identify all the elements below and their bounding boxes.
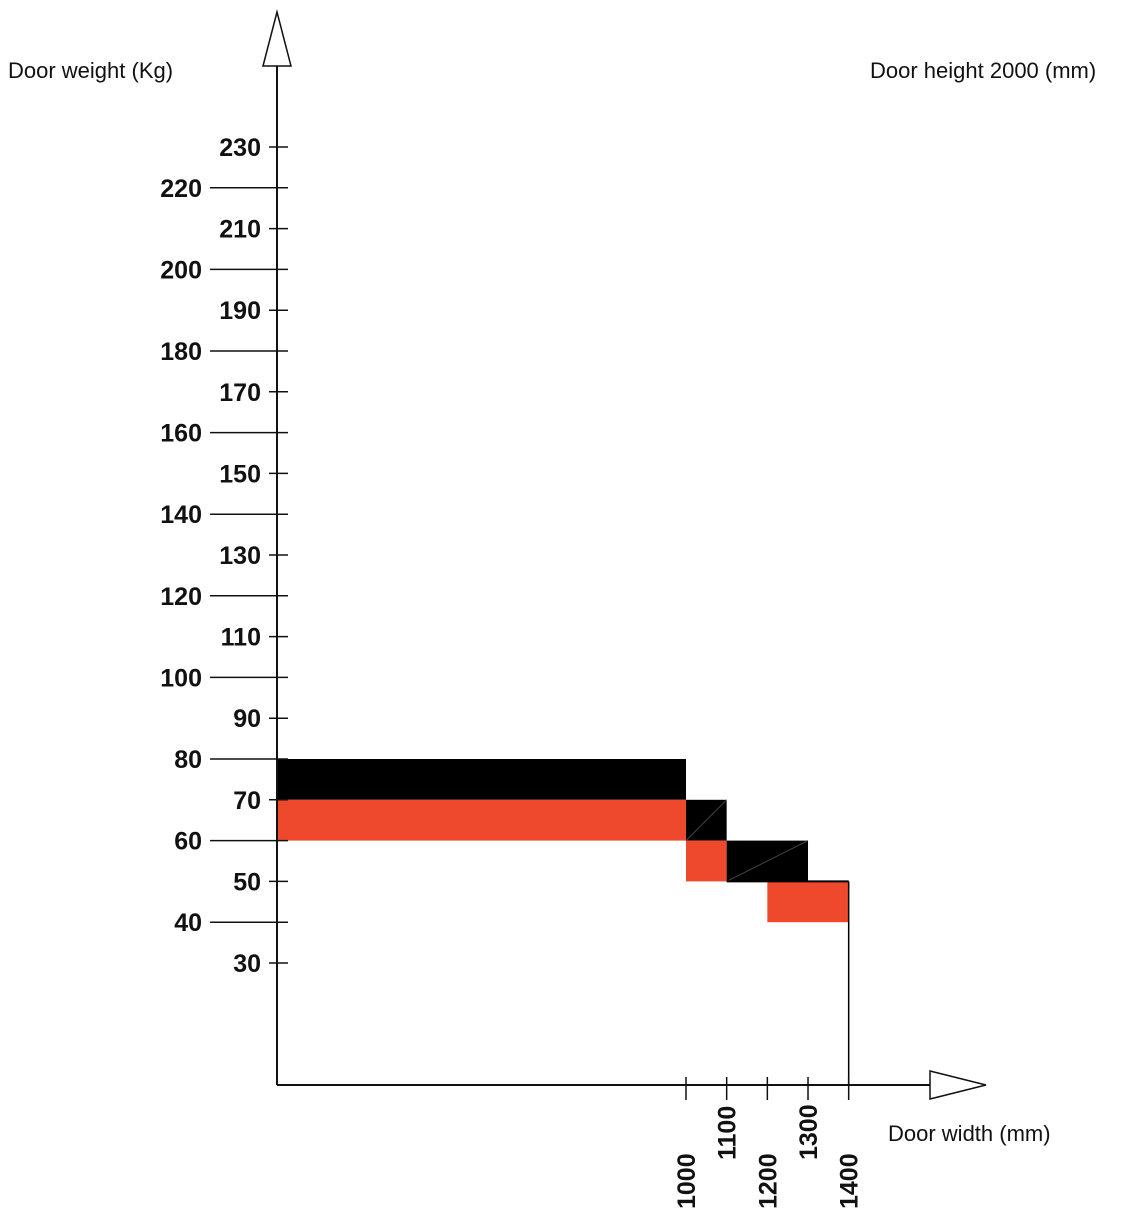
- y-tick-label-130: 130: [219, 542, 261, 570]
- y-tick-label-110: 110: [221, 624, 261, 652]
- region-hairline: [726, 840, 809, 882]
- y-tick-label-100: 100: [160, 664, 202, 692]
- y-tick-label-210: 210: [219, 216, 261, 244]
- x-axis-ticks: 1000 1100 1200 1300 1400: [673, 1077, 864, 1209]
- y-axis-ticks: 30 40 50 60 70 80 90 100 110 120 130 140 150 160 170 18…: [160, 134, 288, 978]
- height-annotation: Door height 2000 (mm): [870, 58, 1096, 83]
- x-tick-label-1100: 1100: [714, 1106, 742, 1160]
- x-tick-label-1000: 1000: [673, 1153, 701, 1209]
- y-tick-label-170: 170: [219, 379, 261, 407]
- x-axis-arrow: [929, 1070, 987, 1100]
- y-tick-label-230: 230: [219, 134, 261, 162]
- weight-regions: [277, 759, 850, 1085]
- x-axis-label: Door width (mm): [888, 1121, 1051, 1146]
- y-tick-label-160: 160: [160, 420, 202, 448]
- y-tick-label-180: 180: [160, 338, 202, 366]
- x-tick-label-1400: 1400: [836, 1153, 864, 1209]
- y-tick-label-190: 190: [219, 297, 261, 325]
- region-red-1: [277, 799, 686, 841]
- y-tick-label-120: 120: [160, 583, 202, 611]
- y-tick-label-50: 50: [233, 868, 261, 896]
- y-tick-label-30: 30: [233, 950, 261, 978]
- y-axis-arrow: [262, 9, 292, 67]
- y-axis-label: Door weight (Kg): [8, 58, 173, 83]
- y-tick-label-150: 150: [219, 460, 261, 488]
- y-tick-label-200: 200: [160, 256, 202, 284]
- y-tick-label-220: 220: [160, 175, 202, 203]
- region-black-0: [277, 759, 686, 800]
- axes: [262, 9, 987, 1100]
- region-red-3: [686, 840, 727, 882]
- region-hairline: [685, 799, 728, 841]
- x-tick-label-1200: 1200: [754, 1153, 782, 1209]
- y-tick-label-60: 60: [174, 828, 202, 856]
- y-tick-label-140: 140: [160, 501, 202, 529]
- y-tick-label-90: 90: [233, 705, 261, 733]
- region-red-5: [767, 881, 849, 923]
- x-tick-label-1300: 1300: [795, 1104, 823, 1160]
- y-tick-label-80: 80: [174, 746, 202, 774]
- y-tick-label-70: 70: [233, 787, 261, 815]
- y-tick-label-40: 40: [174, 909, 202, 937]
